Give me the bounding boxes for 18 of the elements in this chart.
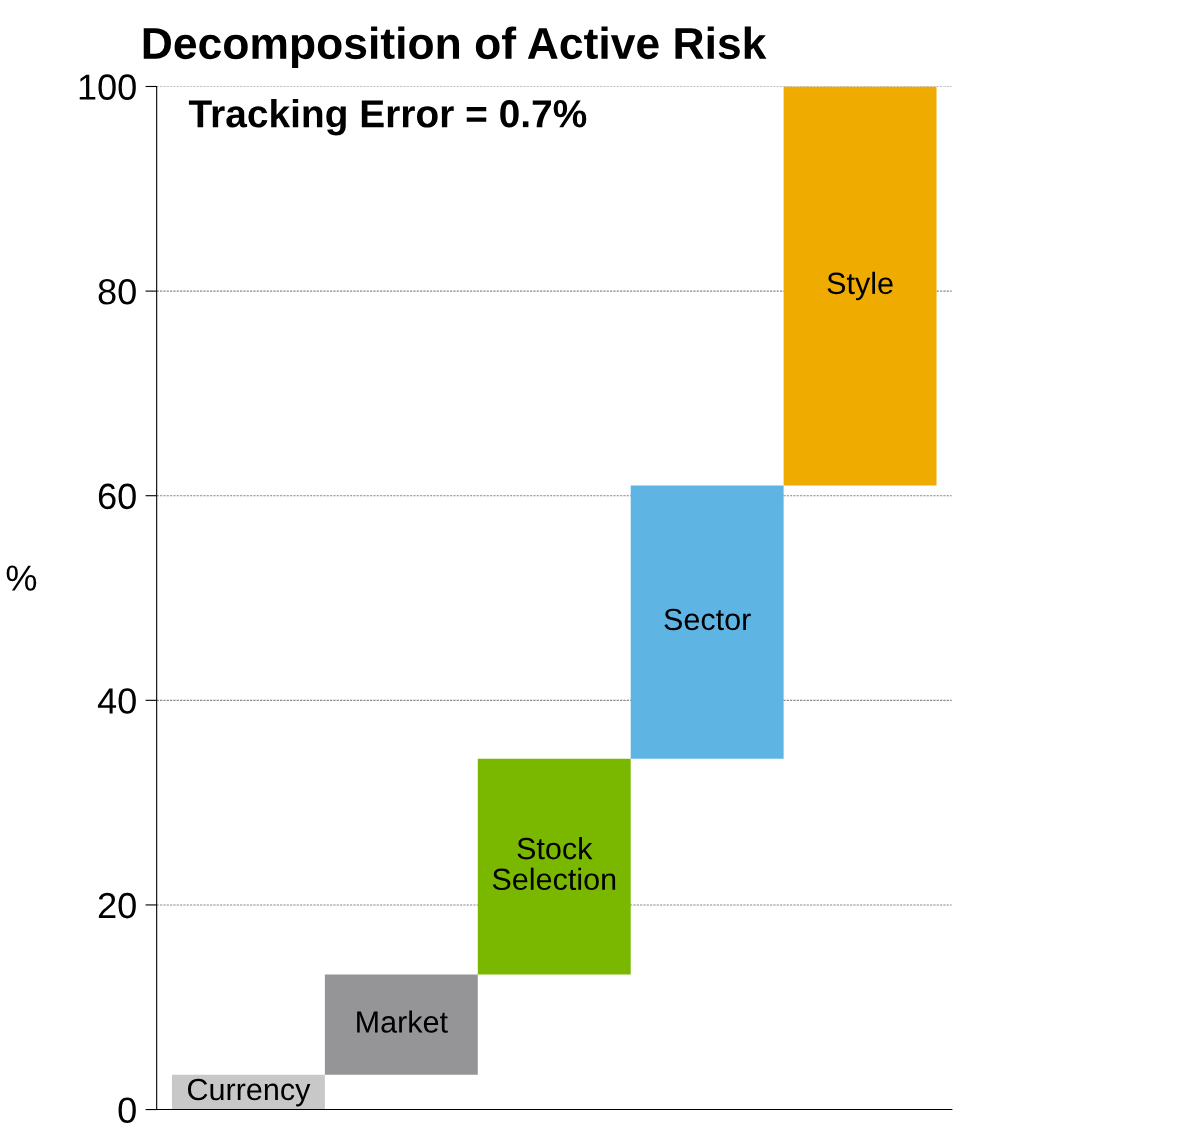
x-tick-label: Style xyxy=(827,271,893,301)
y-axis-title: % xyxy=(6,565,37,591)
x-tick-label: Sector xyxy=(664,608,751,631)
bar xyxy=(477,758,631,975)
y-tick-label: 20 xyxy=(98,892,136,919)
bar xyxy=(324,974,478,1075)
x-tick-label: Currency xyxy=(188,1078,311,1107)
bar xyxy=(630,485,784,759)
x-tick-label: Market xyxy=(357,1010,448,1033)
chart-title: Decomposition of Active Risk xyxy=(143,26,767,68)
x-tick-label: Stock Selection xyxy=(492,836,616,891)
y-tick-label: 100 xyxy=(79,74,136,100)
y-tick-label: 60 xyxy=(98,483,136,510)
annotation: Tracking Error = 0.7% xyxy=(188,98,587,136)
bar xyxy=(783,86,937,486)
y-tick-label: 80 xyxy=(98,278,136,305)
y-tick-label: 0 xyxy=(118,1097,136,1123)
y-tick-label: 40 xyxy=(97,688,136,714)
